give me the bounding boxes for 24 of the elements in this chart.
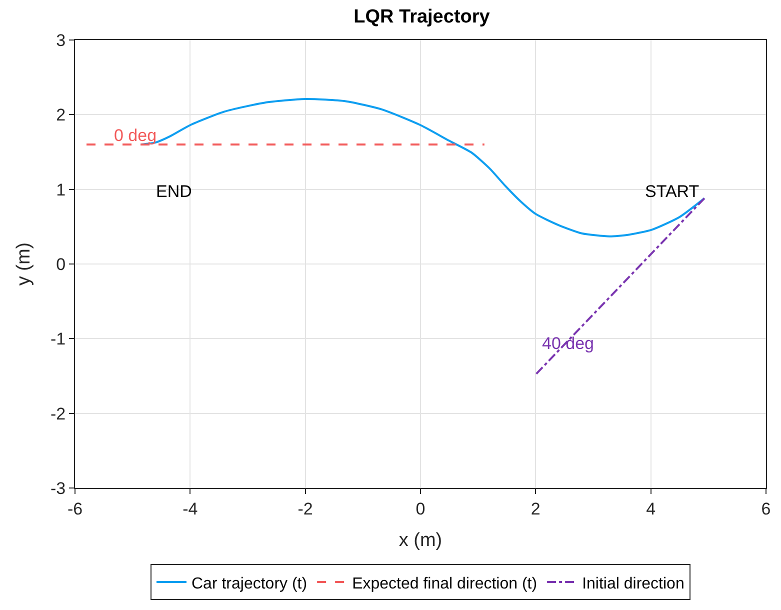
annotation: START	[645, 182, 700, 201]
legend-label: Expected final direction (t)	[352, 575, 538, 592]
legend-label: Initial direction	[582, 575, 684, 592]
y-tick-label: 1	[56, 180, 66, 200]
y-tick-label: 0	[56, 254, 66, 274]
x-tick-label: -4	[182, 499, 198, 518]
legend-label: Car trajectory (t)	[192, 575, 308, 592]
y-tick-label: -1	[50, 330, 66, 349]
annotation: 0 deg	[114, 126, 157, 145]
y-tick-label: 3	[56, 30, 66, 50]
y-tick-label: 2	[56, 106, 66, 125]
x-tick-label: 4	[646, 499, 656, 518]
annotation: END	[156, 182, 192, 201]
y-axis-title: y (m)	[13, 242, 34, 286]
chart-title: LQR Trajectory	[354, 6, 490, 28]
x-tick-label: -2	[298, 499, 313, 518]
y-tick-label: -3	[50, 478, 66, 498]
x-tick-label: 0	[416, 499, 426, 518]
x-tick-label: 2	[530, 499, 540, 518]
annotation: 40 deg	[542, 334, 594, 353]
x-tick-label: -6	[67, 499, 83, 518]
x-tick-label: 6	[761, 499, 771, 518]
x-axis-title: x (m)	[398, 530, 442, 552]
y-tick-label: -2	[50, 404, 66, 424]
